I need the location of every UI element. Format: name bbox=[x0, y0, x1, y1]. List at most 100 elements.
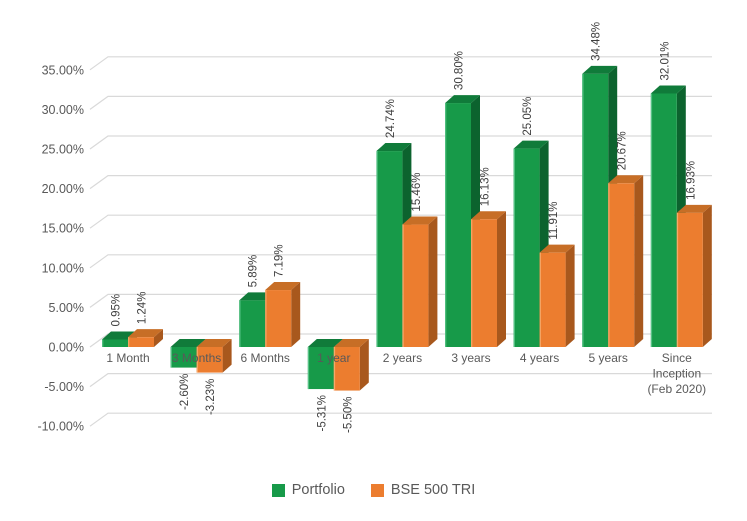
bar-portfolio-since-inception-feb-2020-top bbox=[650, 85, 686, 94]
data-label-portfolio-6-months: 5.89% bbox=[248, 255, 260, 288]
data-label-portfolio-4-years: 25.05% bbox=[522, 97, 534, 136]
y-axis-tick-label: 20.00% bbox=[42, 182, 84, 196]
x-axis-category-label: 6 Months bbox=[241, 351, 290, 365]
data-label-bse-500-tri-since-inception-feb-2020: 16.93% bbox=[685, 161, 697, 200]
gridline bbox=[89, 333, 712, 348]
bse-500-tri-legend-label: BSE 500 TRI bbox=[390, 482, 476, 498]
x-axis-category-label: (Feb 2020) bbox=[647, 382, 706, 396]
bar-bse-500-tri-4-years-side bbox=[565, 244, 575, 347]
x-axis-category-label: 5 years bbox=[589, 351, 628, 365]
data-label-portfolio-3-years: 30.80% bbox=[454, 51, 466, 90]
bar-bse-500-tri-1-year-top bbox=[333, 339, 369, 347]
bar-bse-500-tri-1-month bbox=[128, 337, 154, 347]
bar-bse-500-tri-3-years bbox=[471, 219, 497, 347]
bar-bse-500-tri-1-year-side bbox=[359, 339, 369, 391]
gridline bbox=[89, 175, 712, 190]
data-label-bse-500-tri-1-month: 1.24% bbox=[137, 292, 149, 325]
bar-bse-500-tri-since-inception-feb-2020-top bbox=[676, 204, 712, 213]
bar-bse-500-tri-5-years-side bbox=[634, 175, 644, 347]
bar-portfolio-5-years bbox=[582, 73, 609, 348]
bar-bse-500-tri-1-month-side bbox=[154, 329, 163, 347]
data-label-portfolio-1-year: -5.31% bbox=[316, 395, 328, 431]
gridline bbox=[89, 254, 712, 269]
bar-bse-500-tri-2-years bbox=[402, 224, 429, 347]
portfolio-legend-swatch bbox=[271, 483, 285, 497]
bar-portfolio-4-years bbox=[513, 148, 540, 347]
x-axis-category-label: 3 Months bbox=[172, 351, 221, 365]
bar-bse-500-tri-3-years-side bbox=[497, 211, 506, 347]
x-axis-category-label: 4 years bbox=[520, 351, 559, 365]
bar-portfolio-4-years-top bbox=[513, 140, 549, 149]
bar-portfolio-3-months bbox=[170, 347, 197, 368]
y-axis-tick-label: 5.00% bbox=[49, 301, 84, 315]
gridline bbox=[89, 214, 712, 229]
bar-bse-500-tri-2-years-top bbox=[402, 216, 438, 225]
bar-bse-500-tri-4-years-top bbox=[539, 244, 575, 253]
data-label-portfolio-1-month: 0.95% bbox=[111, 294, 123, 327]
gridline bbox=[89, 135, 712, 150]
bar-bse-500-tri-2-years-side bbox=[428, 216, 438, 347]
gridline bbox=[89, 293, 712, 308]
x-axis-category-label: Inception bbox=[652, 367, 701, 381]
x-axis-category-label: 1 Month bbox=[106, 351, 149, 365]
bar-bse-500-tri-5-years-top bbox=[608, 175, 644, 184]
bar-bse-500-tri-3-months bbox=[196, 347, 223, 373]
legend-item-bse-500-tri: BSE 500 TRI bbox=[370, 482, 476, 498]
bse-500-tri-legend-swatch bbox=[370, 483, 384, 497]
bar-bse-500-tri-6-months-side bbox=[291, 282, 301, 347]
bar-bse-500-tri-since-inception-feb-2020 bbox=[676, 212, 703, 347]
y-axis-tick-label: 0.00% bbox=[49, 341, 84, 355]
bar-bse-500-tri-6-months bbox=[265, 290, 292, 347]
data-label-bse-500-tri-3-years: 16.13% bbox=[480, 167, 492, 206]
data-label-portfolio-3-months: -2.60% bbox=[179, 374, 191, 410]
data-label-portfolio-5-years: 34.48% bbox=[591, 22, 603, 61]
gridline bbox=[89, 95, 712, 110]
bar-portfolio-6-months bbox=[239, 300, 266, 347]
bar-bse-500-tri-1-month-top bbox=[128, 329, 163, 338]
y-axis-tick-label: -10.00% bbox=[37, 420, 84, 434]
bar-chart-canvas: 35.00% 30.00% 25.00% 20.00% 15.00% 10.00% 5.00… bbox=[37, 22, 712, 434]
bar-portfolio-5-years-top bbox=[582, 65, 618, 74]
data-label-bse-500-tri-5-years: 20.67% bbox=[617, 131, 629, 170]
bar-portfolio-2-years bbox=[376, 151, 403, 347]
bar-bse-500-tri-3-months-side bbox=[222, 339, 232, 373]
y-axis-tick-label: -5.00% bbox=[44, 380, 84, 394]
data-label-bse-500-tri-6-months: 7.19% bbox=[274, 244, 286, 277]
data-label-portfolio-since-inception-feb-2020: 32.01% bbox=[659, 41, 671, 80]
bar-portfolio-since-inception-feb-2020 bbox=[650, 93, 677, 347]
y-axis-tick-label: 10.00% bbox=[42, 261, 84, 275]
chart-legend: Portfolio BSE 500 TRI bbox=[0, 482, 747, 498]
legend-item-portfolio: Portfolio bbox=[271, 482, 345, 498]
gridline bbox=[89, 412, 712, 427]
y-axis-tick-label: 30.00% bbox=[42, 103, 84, 117]
bar-portfolio-1-month bbox=[102, 339, 128, 347]
bar-portfolio-3-months-top bbox=[170, 339, 206, 347]
y-axis-tick-label: 25.00% bbox=[42, 143, 84, 157]
x-axis-category-label: 3 years bbox=[451, 351, 490, 365]
data-label-bse-500-tri-3-months: -3.23% bbox=[205, 379, 217, 415]
bar-portfolio-1-year bbox=[307, 347, 334, 390]
gridline bbox=[89, 373, 712, 388]
bar-portfolio-3-years bbox=[445, 103, 471, 348]
gridline bbox=[89, 56, 712, 71]
bar-bse-500-tri-since-inception-feb-2020-side bbox=[702, 204, 712, 347]
x-axis-category-label: 1 year bbox=[317, 351, 350, 365]
y-axis-tick-label: 35.00% bbox=[42, 63, 84, 77]
y-axis-tick-label: 15.00% bbox=[42, 222, 84, 236]
x-axis-category-label: Since bbox=[662, 351, 692, 365]
bar-bse-500-tri-4-years bbox=[539, 252, 566, 347]
portfolio-legend-label: Portfolio bbox=[291, 482, 345, 498]
bar-bse-500-tri-1-year bbox=[333, 347, 360, 391]
bar-bse-500-tri-3-years-top bbox=[471, 211, 506, 220]
data-label-bse-500-tri-2-years: 15.46% bbox=[411, 173, 423, 212]
data-label-bse-500-tri-1-year: -5.50% bbox=[342, 397, 354, 433]
data-label-bse-500-tri-4-years: 11.91% bbox=[548, 202, 560, 240]
bar-bse-500-tri-3-months-top bbox=[196, 339, 232, 347]
x-axis-category-label: 2 years bbox=[383, 351, 422, 365]
bar-portfolio-2-years-top bbox=[376, 143, 412, 152]
data-label-portfolio-2-years: 24.74% bbox=[385, 99, 397, 138]
bar-bse-500-tri-6-months-top bbox=[265, 282, 301, 291]
bar-bse-500-tri-5-years bbox=[608, 183, 635, 347]
bar-portfolio-1-year-top bbox=[307, 339, 343, 347]
